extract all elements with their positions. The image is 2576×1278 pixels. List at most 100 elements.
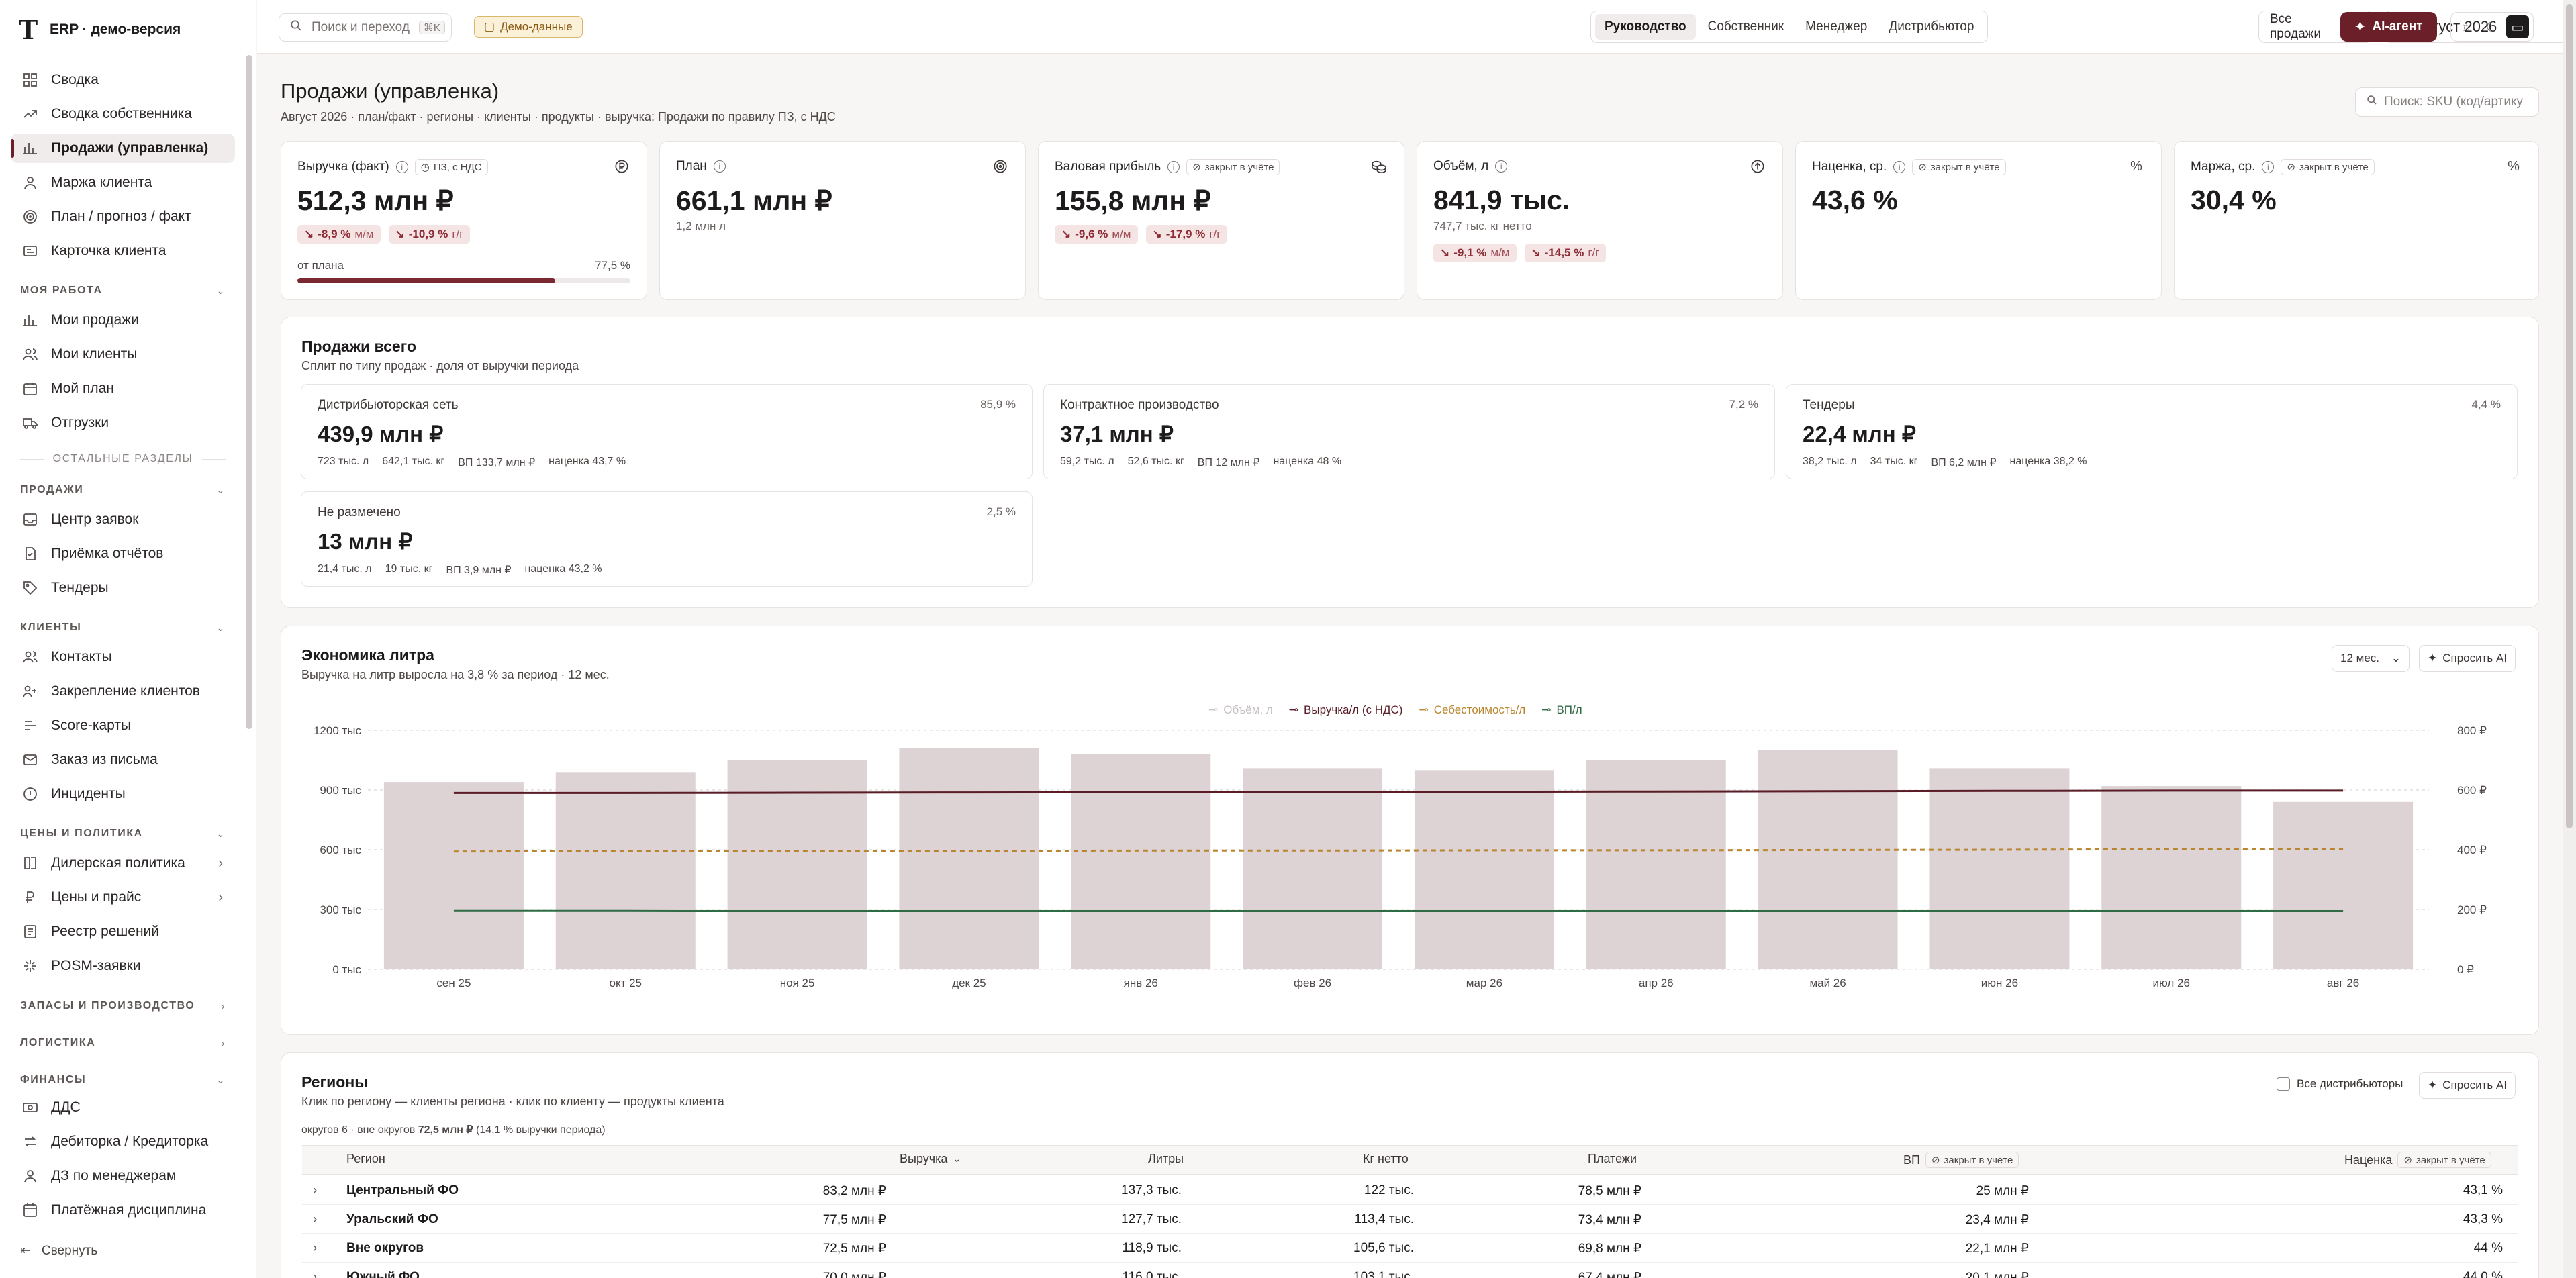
kpi-markup-card[interactable]: Наценка, ср. i ⊘ закрыт в учёте % 43,6 % xyxy=(1795,141,2162,300)
sidebar-item-finance-0[interactable]: ДДС xyxy=(11,1093,235,1122)
sidebar-item-clients-2[interactable]: Score-карты xyxy=(11,711,235,740)
kpi-revenue-card[interactable]: Выручка (факт) i ◷ ПЗ, с НДС 512,3 млн ₽ ↘ -… xyxy=(281,141,647,300)
info-icon[interactable]: i xyxy=(395,161,408,173)
role-tab-management[interactable]: Руководство xyxy=(1595,14,1696,40)
sales-type-card[interactable]: Контрактное производство 7,2 % 37,1 млн ₽ 5… xyxy=(1043,384,1775,479)
sidebar-item-mywork-1[interactable]: Мои клиенты xyxy=(11,340,235,369)
page-scrollbar[interactable] xyxy=(2563,0,2576,1278)
col-payments[interactable]: Платежи xyxy=(1588,1152,1637,1165)
sidebar-item-finance-1[interactable]: Дебиторка / Кредиторка xyxy=(11,1127,235,1157)
sku-search-input[interactable]: Поиск: SKU (код/артику xyxy=(2355,87,2539,117)
section-logistics[interactable]: ЛОГИСТИКА › xyxy=(20,1037,226,1049)
sales-type-card[interactable]: Тендеры 4,4 % 22,4 млн ₽ 38,2 тыс. л 34 тыс.… xyxy=(1786,384,2518,479)
sidebar-item-mywork-2[interactable]: Мой план xyxy=(11,374,235,403)
y-tick-left: 0 тыс xyxy=(332,963,361,976)
sidebar-item-5[interactable]: Карточка клиента xyxy=(11,236,235,266)
sidebar-item-sales-2[interactable]: Тендеры xyxy=(11,573,235,603)
sidebar-item-2[interactable]: Продажи (управленка) xyxy=(11,134,235,163)
col-region[interactable]: Регион xyxy=(346,1152,385,1165)
sales-type-card[interactable]: Не размечено 2,5 % 13 млн ₽ 21,4 тыс. л 19 т… xyxy=(301,491,1033,587)
kpi-plan-card[interactable]: План i 661,1 млн ₽ 1,2 млн л xyxy=(659,141,1026,300)
kpi-gross-profit-card[interactable]: Валовая прибыль i ⊘ закрыт в учёте 155,8 мл… xyxy=(1038,141,1404,300)
sidebar-item-0[interactable]: Сводка xyxy=(11,65,235,95)
econ-period-select[interactable]: 12 мес. ⌄ xyxy=(2332,645,2410,672)
page-scroll-thumb[interactable] xyxy=(2566,4,2573,828)
sidebar-item-clients-3[interactable]: Заказ из письма xyxy=(11,745,235,775)
info-icon[interactable]: i xyxy=(1495,160,1508,173)
sidebar-item-sales-1[interactable]: Приёмка отчётов xyxy=(11,539,235,569)
table-row[interactable]: › Центральный ФО 83,2 млн ₽ 137,3 тыс. 122 т… xyxy=(302,1176,2518,1205)
col-revenue[interactable]: Выручка ⌄ xyxy=(900,1152,961,1166)
sidebar-item-finance-2[interactable]: ДЗ по менеджерам xyxy=(11,1161,235,1191)
section-label: ЗАПАСЫ И ПРОИЗВОДСТВО xyxy=(20,1000,195,1012)
nav-label: Дилерская политика xyxy=(51,855,185,871)
legend-label: ВП/л xyxy=(1556,703,1582,716)
sidebar-item-3[interactable]: Маржа клиента xyxy=(11,168,235,197)
moon-icon[interactable]: ☾ xyxy=(2486,19,2498,35)
sidebar-item-clients-4[interactable]: Инциденты xyxy=(11,779,235,809)
col-liters[interactable]: Литры xyxy=(1148,1152,1184,1165)
table-row[interactable]: › Вне округов 72,5 млн ₽ 118,9 тыс. 105,6 ты… xyxy=(302,1234,2518,1263)
sidebar-item-mywork-0[interactable]: Мои продажи xyxy=(11,305,235,335)
section-clients[interactable]: КЛИЕНТЫ ⌄ xyxy=(20,622,226,634)
ai-agent-button[interactable]: ✦ AI-агент xyxy=(2340,12,2437,42)
col-gross-profit[interactable]: ВП ⊘ закрыт в учёте xyxy=(1903,1152,2019,1168)
info-icon[interactable]: i xyxy=(2262,161,2275,173)
sales-type-card[interactable]: Дистрибьюторская сеть 85,9 % 439,9 млн ₽ 72… xyxy=(301,384,1033,479)
monitor-icon[interactable]: ▭ xyxy=(2506,15,2529,38)
trend-down-icon: ↘ xyxy=(1440,246,1450,259)
nav-label: ДДС xyxy=(51,1099,81,1115)
sun-icon[interactable]: ☼ xyxy=(2460,19,2473,34)
sales-type-details: 21,4 тыс. л 19 тыс. кг ВП 3,9 млн ₽ наценка… xyxy=(318,563,602,577)
role-tab-distributor[interactable]: Дистрибьютор xyxy=(1889,19,1974,34)
role-tab-manager[interactable]: Менеджер xyxy=(1805,19,1868,34)
global-search-input[interactable]: Поиск и переход ⌘K xyxy=(279,13,452,42)
kpi-margin-card[interactable]: Маржа, ср. i ⊘ закрыт в учёте % 30,4 % xyxy=(2174,141,2539,300)
sidebar-item-clients-0[interactable]: Контакты xyxy=(11,642,235,672)
table-row[interactable]: › Уральский ФО 77,5 млн ₽ 127,7 тыс. 113,4 т… xyxy=(302,1205,2518,1234)
section-sales[interactable]: ПРОДАЖИ ⌄ xyxy=(20,484,226,496)
cell-gross-profit: 23,4 млн ₽ xyxy=(1965,1213,2029,1227)
col-markup[interactable]: Наценка ⊘ закрыт в учёте xyxy=(2344,1152,2491,1168)
legend-item[interactable]: ⊸ Выручка/л (с НДС) xyxy=(1289,703,1403,717)
section-prices[interactable]: ЦЕНЫ И ПОЛИТИКА ⌄ xyxy=(20,828,226,840)
expand-chevron-icon[interactable]: › xyxy=(313,1212,318,1226)
sidebar-item-sales-0[interactable]: Центр заявок xyxy=(11,505,235,534)
sidebar-item-mywork-3[interactable]: Отгрузки xyxy=(11,408,235,438)
regions-ask-ai-button[interactable]: ✦ Спросить AI xyxy=(2419,1072,2516,1099)
info-icon[interactable]: i xyxy=(1167,161,1180,173)
sidebar-item-1[interactable]: Сводка собственника xyxy=(11,99,235,129)
sidebar-item-finance-3[interactable]: Платёжная дисциплина xyxy=(11,1195,235,1219)
expand-chevron-icon[interactable]: › xyxy=(313,1270,318,1278)
sidebar-item-clients-1[interactable]: Закрепление клиентов xyxy=(11,677,235,706)
search-placeholder: Поиск и переход xyxy=(312,20,410,34)
collapse-sidebar-button[interactable]: ⇤ Свернуть xyxy=(20,1243,97,1259)
role-tab-owner[interactable]: Собственник xyxy=(1707,19,1784,34)
table-row[interactable]: › Южный ФО 70,0 млн ₽ 116,0 тыс. 103,1 тыс. 6… xyxy=(302,1263,2518,1278)
sidebar-item-prices-2[interactable]: Реестр решений xyxy=(11,917,235,946)
sidebar-item-4[interactable]: План / прогноз / факт xyxy=(11,202,235,232)
col-kg[interactable]: Кг нетто xyxy=(1363,1152,1409,1165)
all-distributors-toggle[interactable]: Все дистрибьюторы xyxy=(2277,1077,2403,1091)
card-icon xyxy=(21,242,39,260)
info-icon[interactable]: i xyxy=(1893,161,1906,173)
legend-item[interactable]: ⊸ Себестоимость/л xyxy=(1419,703,1525,717)
info-icon[interactable]: i xyxy=(713,160,726,173)
sidebar-scrollbar[interactable] xyxy=(246,55,252,729)
sidebar-item-prices-3[interactable]: POSM-заявки xyxy=(11,951,235,981)
sidebar-item-prices-0[interactable]: Дилерская политика › xyxy=(11,848,235,878)
legend-item[interactable]: ⊸ ВП/л xyxy=(1541,703,1582,717)
expand-chevron-icon[interactable]: › xyxy=(313,1241,318,1255)
checkbox[interactable] xyxy=(2277,1077,2290,1091)
section-stock[interactable]: ЗАПАСЫ И ПРОИЗВОДСТВО › xyxy=(20,1000,226,1012)
section-finance[interactable]: ФИНАНСЫ ⌄ xyxy=(20,1074,226,1086)
sidebar-item-prices-1[interactable]: Цены и прайс › xyxy=(11,883,235,912)
delta-unit: м/м xyxy=(1112,228,1131,240)
expand-chevron-icon[interactable]: › xyxy=(313,1183,318,1197)
legend-item[interactable]: ⊸ Объём, л xyxy=(1208,703,1273,717)
sales-type-metric: наценка 48 % xyxy=(1273,456,1342,467)
section-my-work[interactable]: МОЯ РАБОТА ⌄ xyxy=(20,285,226,297)
app-brand[interactable]: T ERP · демо-версия xyxy=(16,15,181,45)
kpi-volume-card[interactable]: Объём, л i 841,9 тыс. 747,7 тыс. кг нетто… xyxy=(1417,141,1783,300)
econ-ask-ai-button[interactable]: ✦ Спросить AI xyxy=(2419,645,2516,672)
